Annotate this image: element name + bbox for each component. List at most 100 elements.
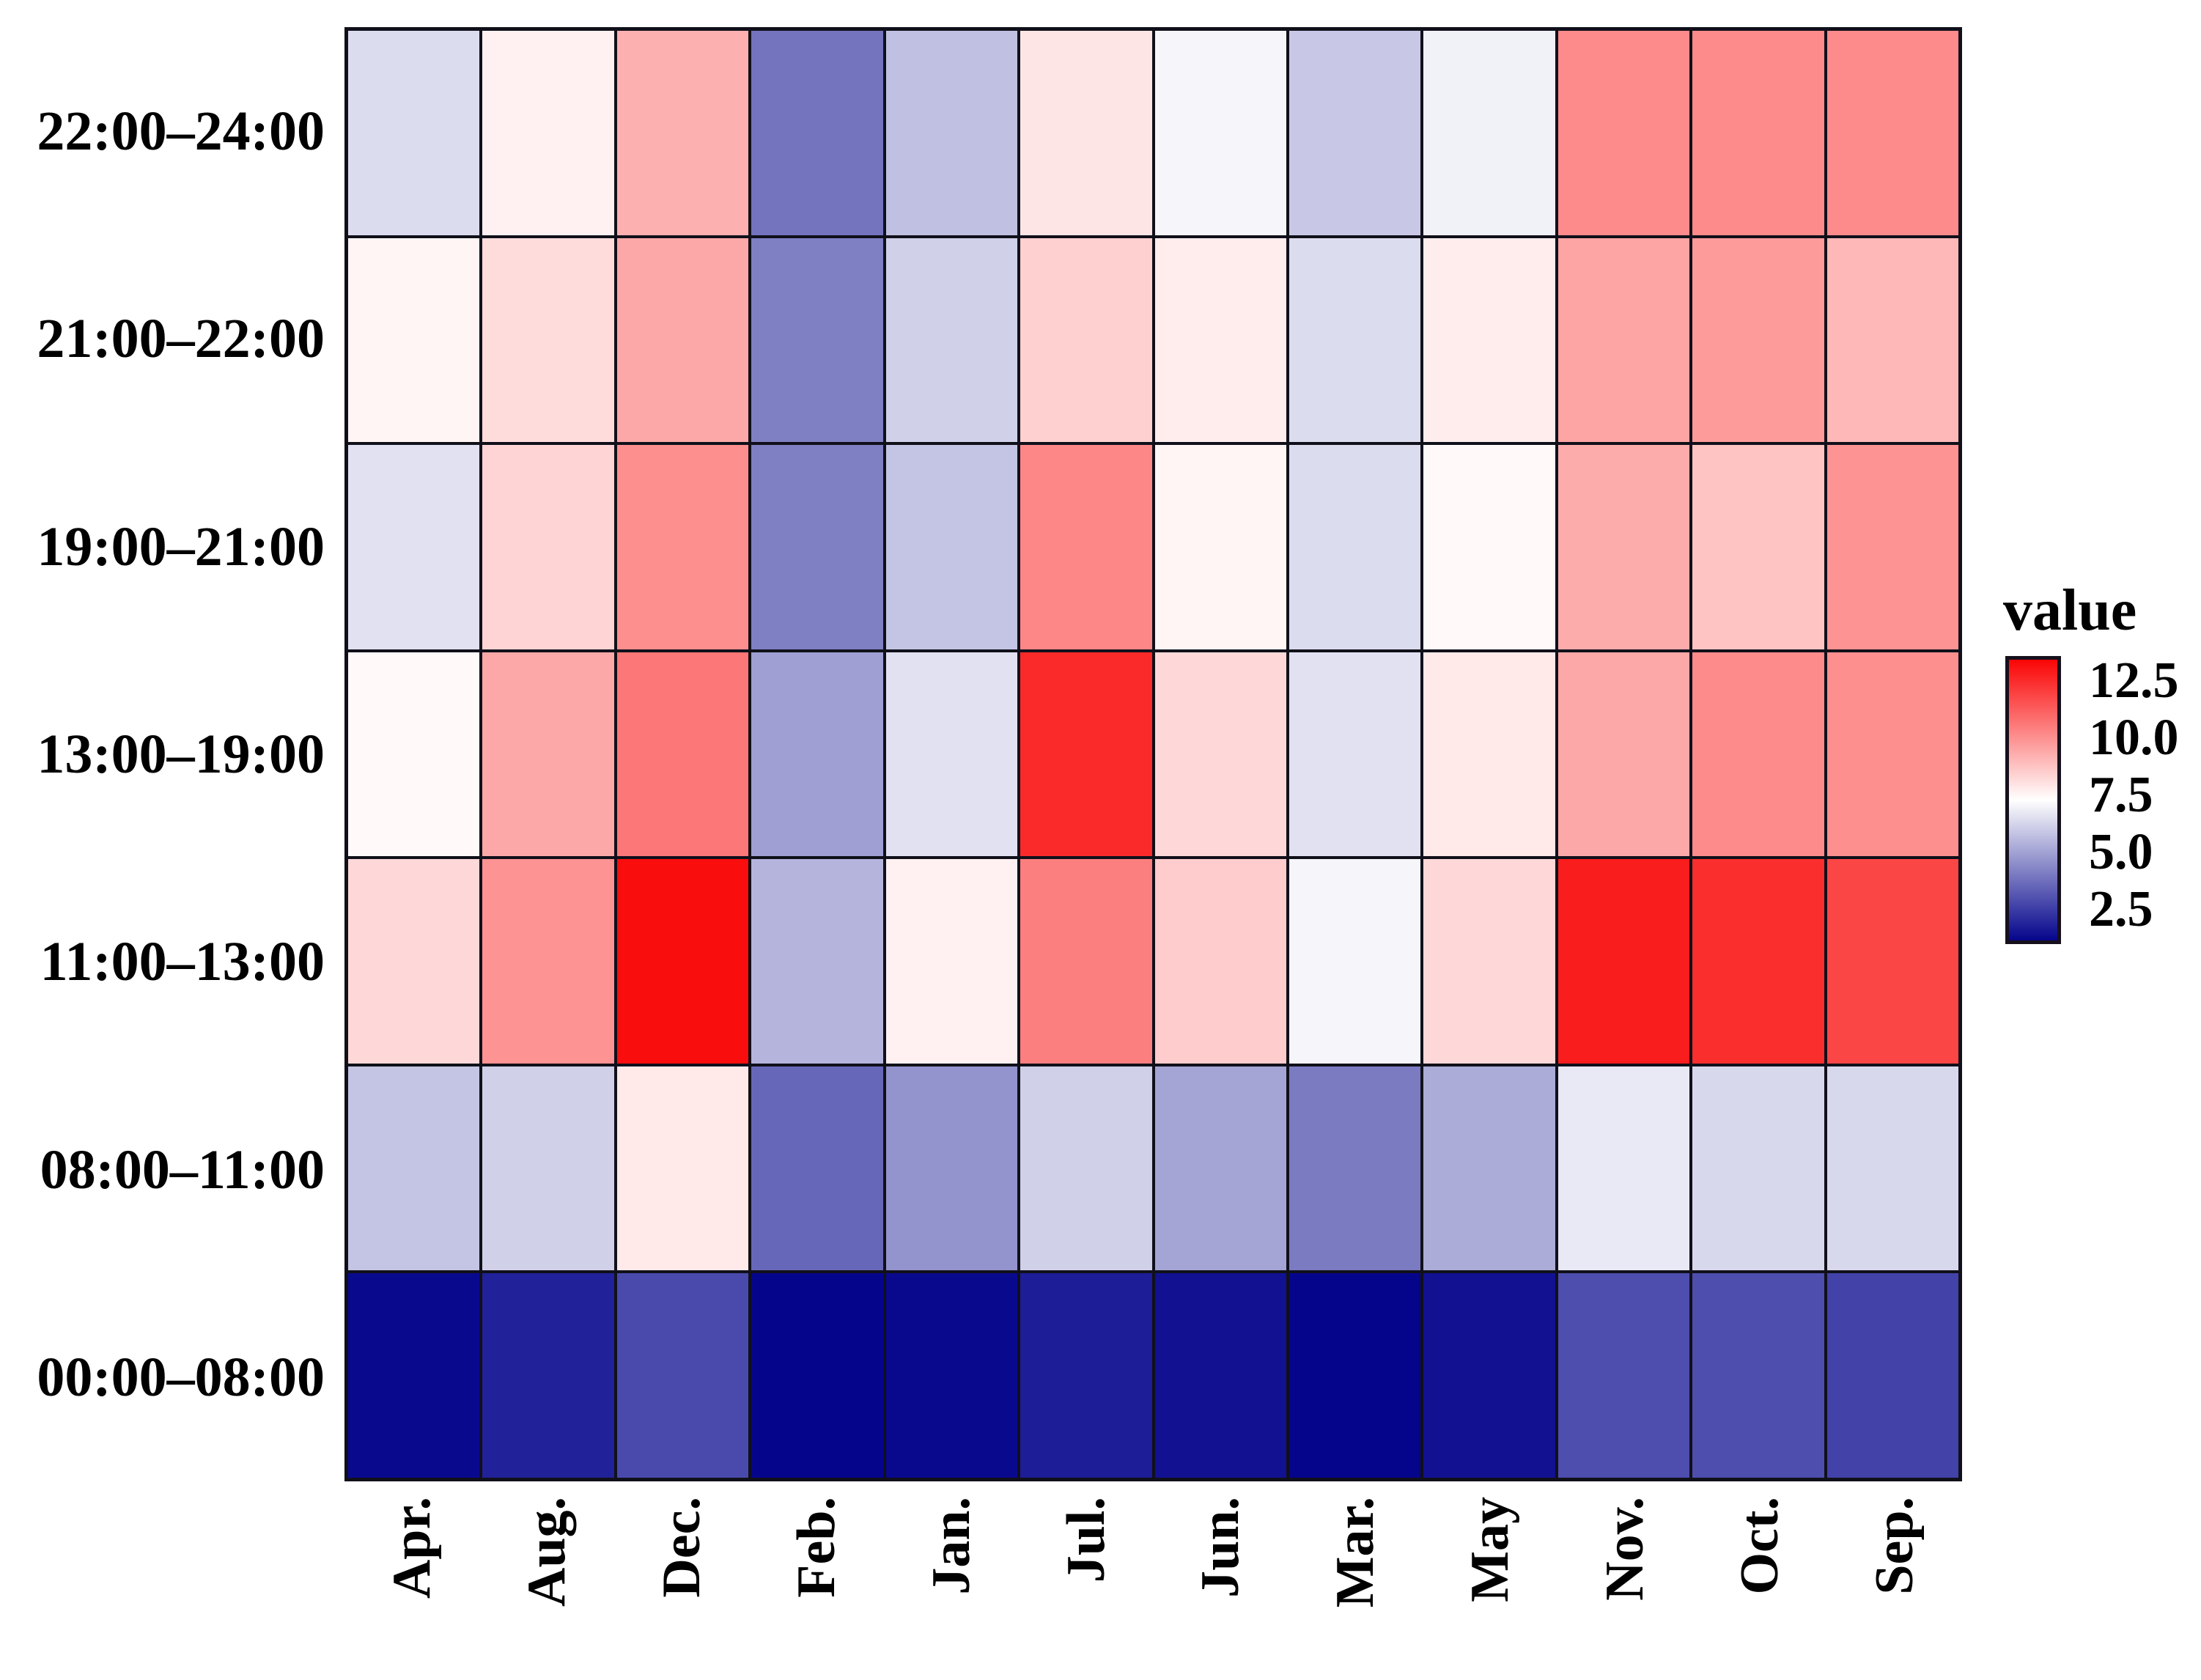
heatmap-cell <box>1020 652 1152 857</box>
heatmap-cell <box>1557 1273 1690 1478</box>
heatmap-cell <box>1154 445 1286 649</box>
heatmap-cell <box>1288 31 1421 235</box>
heatmap-cell <box>751 1066 883 1271</box>
heatmap-cell <box>1020 1066 1152 1271</box>
heatmap-cell <box>482 652 614 857</box>
heatmap-cell <box>1020 1273 1152 1478</box>
heatmap-cell <box>616 652 749 857</box>
heatmap-cell <box>885 31 1018 235</box>
heatmap-grid <box>344 27 1962 1481</box>
legend-colorbar <box>2005 656 2061 944</box>
y-tick-label: 22:00–24:00 <box>37 100 325 162</box>
x-tick-label: Jun. <box>1190 1497 1251 1598</box>
heatmap-cell <box>885 237 1018 443</box>
heatmap-cell <box>482 1273 614 1478</box>
heatmap-cell <box>1826 31 1958 235</box>
heatmap-cell <box>751 237 883 443</box>
y-tick-label: 00:00–08:00 <box>37 1346 325 1409</box>
heatmap-cell <box>616 237 749 443</box>
legend-tick-label: 2.5 <box>2089 880 2153 937</box>
heatmap-cell <box>616 1066 749 1271</box>
heatmap-cell <box>1288 445 1421 649</box>
heatmap-cell <box>1288 859 1421 1064</box>
heatmap-cell <box>885 1066 1018 1271</box>
heatmap-cell <box>1557 31 1690 235</box>
x-tick-label: Jul. <box>1055 1497 1116 1583</box>
heatmap-cell <box>1826 859 1958 1064</box>
heatmap-cell <box>1154 1273 1286 1478</box>
heatmap-cell <box>482 237 614 443</box>
heatmap-cell <box>1692 859 1824 1064</box>
heatmap-cell <box>885 445 1018 649</box>
heatmap-cell <box>482 859 614 1064</box>
heatmap-cell <box>1692 31 1824 235</box>
x-tick-label: May <box>1460 1497 1521 1602</box>
y-tick-label: 08:00–11:00 <box>40 1138 325 1201</box>
heatmap-cell <box>616 1273 749 1478</box>
heatmap-cell <box>1154 31 1286 235</box>
heatmap-cell <box>1826 1066 1958 1271</box>
heatmap-cell <box>1288 1273 1421 1478</box>
heatmap-cell <box>885 652 1018 857</box>
legend-tick-label: 7.5 <box>2089 766 2153 823</box>
heatmap-cell <box>1020 237 1152 443</box>
y-tick-label: 13:00–19:00 <box>37 723 325 785</box>
heatmap-cell <box>482 445 614 649</box>
heatmap-cell <box>1423 31 1555 235</box>
heatmap-cell <box>751 445 883 649</box>
x-tick-label: Oct. <box>1730 1497 1791 1595</box>
heatmap-cell <box>751 652 883 857</box>
heatmap-cell <box>1423 1066 1555 1271</box>
heatmap-cell <box>1826 237 1958 443</box>
heatmap-cell <box>1423 652 1555 857</box>
heatmap-cell <box>1288 652 1421 857</box>
heatmap-cell <box>1154 859 1286 1064</box>
heatmap-cell <box>1423 1273 1555 1478</box>
heatmap-cell <box>1557 1066 1690 1271</box>
heatmap-cell <box>1692 1066 1824 1271</box>
y-tick-label: 19:00–21:00 <box>37 515 325 578</box>
heatmap-cell <box>1826 445 1958 649</box>
heatmap-cell <box>751 31 883 235</box>
heatmap-cell <box>1692 1273 1824 1478</box>
heatmap-cell <box>482 1066 614 1271</box>
heatmap-cell <box>1288 237 1421 443</box>
heatmap-cell <box>885 859 1018 1064</box>
heatmap-cell <box>1154 652 1286 857</box>
heatmap-cell <box>1557 652 1690 857</box>
x-tick-label: Jan. <box>921 1497 981 1595</box>
heatmap-cell <box>616 445 749 649</box>
heatmap-cell <box>1692 237 1824 443</box>
heatmap-cell <box>1826 1273 1958 1478</box>
heatmap-cell <box>348 859 480 1064</box>
legend-title: value <box>2003 578 2137 643</box>
legend-tick-label: 5.0 <box>2089 823 2153 880</box>
x-tick-label: Dec. <box>651 1497 712 1598</box>
legend-tick-label: 10.0 <box>2089 710 2179 767</box>
heatmap-cell <box>348 652 480 857</box>
heatmap-cell <box>348 1066 480 1271</box>
heatmap-cell <box>885 1273 1018 1478</box>
heatmap-cell <box>751 1273 883 1478</box>
heatmap-cell <box>1692 652 1824 857</box>
heatmap-cell <box>1826 652 1958 857</box>
legend-tick-label: 12.5 <box>2089 652 2179 710</box>
heatmap-cell <box>1692 445 1824 649</box>
heatmap-cell <box>616 859 749 1064</box>
y-tick-label: 21:00–22:00 <box>37 308 325 370</box>
heatmap-cell <box>1557 859 1690 1064</box>
x-tick-label: Apr. <box>381 1497 442 1599</box>
x-tick-label: Feb. <box>786 1497 847 1598</box>
heatmap-cell <box>1423 237 1555 443</box>
heatmap-cell <box>348 237 480 443</box>
x-tick-label: Sep. <box>1865 1497 1925 1595</box>
heatmap-cell <box>616 31 749 235</box>
heatmap-cell <box>348 31 480 235</box>
heatmap-cell <box>1020 445 1152 649</box>
heatmap-cell <box>1288 1066 1421 1271</box>
heatmap-cell <box>1557 445 1690 649</box>
x-tick-label: Aug. <box>516 1497 577 1607</box>
heatmap-cell <box>1020 31 1152 235</box>
heatmap-cell <box>1154 237 1286 443</box>
